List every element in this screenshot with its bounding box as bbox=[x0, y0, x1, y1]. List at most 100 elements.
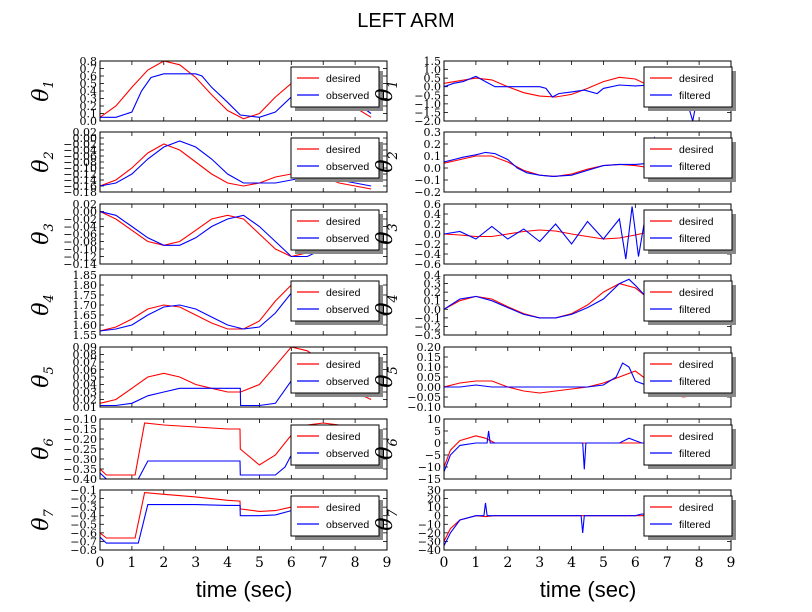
plot-frame bbox=[99, 274, 388, 336]
y-tick-label: 0.15 bbox=[417, 351, 442, 364]
y-tick-label: −15 bbox=[418, 473, 441, 486]
y-tick-label: −0.1 bbox=[70, 484, 97, 497]
y-axis-label: θ3 bbox=[373, 223, 401, 245]
x-tick-label: 0 bbox=[440, 555, 449, 571]
y-tick-label: −0.25 bbox=[63, 443, 97, 456]
y-axis-label: θ7 bbox=[29, 509, 57, 531]
legend-label-desired: desired bbox=[679, 216, 714, 228]
y-tick-label: 0 bbox=[434, 510, 441, 523]
y-tick-label: 0.05 bbox=[417, 371, 442, 384]
x-tick-label: 2 bbox=[503, 555, 512, 571]
y-tick-label: 1.0 bbox=[424, 64, 442, 77]
series-line-filtered bbox=[444, 430, 716, 472]
y-tick-label: 0.00 bbox=[417, 381, 442, 394]
y-tick-label: −1.0 bbox=[414, 98, 441, 111]
y-tick-label: 0.02 bbox=[73, 198, 98, 211]
y-tick-label: 0.02 bbox=[73, 394, 98, 407]
y-tick-label: 0.4 bbox=[424, 208, 442, 221]
y-tick-label: 1.75 bbox=[73, 289, 98, 302]
y-tick-label: −0.1 bbox=[414, 174, 441, 187]
y-tick-label: −0.10 bbox=[63, 243, 97, 256]
legend: desired filtered bbox=[643, 66, 736, 111]
legend-box bbox=[290, 495, 380, 537]
plot-frame bbox=[99, 489, 388, 551]
x-tick-label: 1 bbox=[127, 555, 136, 571]
legend: desired observed bbox=[290, 66, 383, 111]
y-tick-label: −0.4 bbox=[70, 510, 97, 523]
panel-5-position: 0.010.020.030.040.050.060.070.080.09 θ5 de… bbox=[29, 341, 388, 414]
y-tick-label: −0.6 bbox=[70, 527, 97, 540]
legend-label-observed: observed bbox=[326, 90, 369, 102]
y-tick-label: 0.0 bbox=[424, 162, 442, 175]
y-tick-label: −0.2 bbox=[414, 238, 441, 251]
legend-label-desired: desired bbox=[679, 287, 714, 299]
y-tick-label: 0.6 bbox=[424, 198, 442, 211]
y-tick-label: −10 bbox=[418, 518, 441, 531]
y-axis-label: θ2 bbox=[373, 151, 401, 173]
legend: desired filtered bbox=[643, 209, 736, 254]
legend-label-filtered: filtered bbox=[679, 90, 711, 102]
y-tick-label: 1.5 bbox=[424, 55, 442, 68]
y-tick-label: −0.40 bbox=[63, 473, 97, 486]
y-tick-label: −5 bbox=[425, 449, 441, 462]
y-tick-label: 1.70 bbox=[73, 299, 98, 312]
y-tick-label: 0.5 bbox=[424, 72, 442, 85]
legend-box bbox=[290, 137, 380, 179]
legend-box bbox=[643, 209, 733, 251]
y-tick-label: 0.07 bbox=[73, 356, 98, 369]
y-tick-label: 5 bbox=[434, 425, 441, 438]
x-tick-label: 3 bbox=[191, 555, 200, 571]
plot-frame bbox=[99, 60, 388, 122]
y-tick-label: 0.4 bbox=[424, 269, 442, 282]
y-tick-label: 0.2 bbox=[424, 286, 442, 299]
panel-6-position: −0.40−0.35−0.30−0.25−0.20−0.15−0.10 θ6 des… bbox=[29, 413, 388, 486]
y-tick-label: 0.0 bbox=[424, 81, 442, 94]
legend-box bbox=[290, 209, 380, 251]
x-tick-label: 0 bbox=[96, 555, 105, 571]
y-tick-label: 0.2 bbox=[424, 138, 442, 151]
x-tick-label: 8 bbox=[351, 555, 360, 571]
y-axis-label: θ4 bbox=[29, 294, 57, 316]
x-tick-label: 1 bbox=[471, 555, 480, 571]
y-tick-label: −0.06 bbox=[63, 228, 97, 241]
y-tick-label: 0 bbox=[434, 437, 441, 450]
y-tick-label: −40 bbox=[418, 544, 441, 557]
y-tick-label: 1.65 bbox=[73, 309, 98, 322]
y-tick-label: 0.3 bbox=[424, 126, 442, 139]
y-tick-label: −0.14 bbox=[63, 258, 97, 271]
y-axis-label: θ5 bbox=[373, 366, 401, 388]
y-tick-label: −0.30 bbox=[63, 453, 97, 466]
y-tick-label: 20 bbox=[427, 493, 441, 506]
legend-label-observed: observed bbox=[326, 304, 369, 316]
legend-label-filtered: filtered bbox=[679, 448, 711, 460]
y-tick-label: −20 bbox=[418, 527, 441, 540]
panel-2-velocity: −0.2−0.10.00.10.20.3 θ2 desired filtered bbox=[373, 126, 736, 199]
x-tick-label: 7 bbox=[319, 555, 328, 571]
y-tick-label: 1.60 bbox=[73, 319, 98, 332]
x-tick-label: 9 bbox=[383, 555, 392, 571]
y-tick-label: −0.2 bbox=[70, 493, 97, 506]
legend: desired observed bbox=[290, 137, 383, 182]
x-tick-label: 6 bbox=[287, 555, 296, 571]
legend: desired observed bbox=[290, 424, 383, 469]
y-tick-label: 0.0 bbox=[424, 303, 442, 316]
y-tick-label: −0.02 bbox=[63, 138, 97, 151]
panel-5-velocity: −0.10−0.050.000.050.100.150.20 θ5 desired f… bbox=[373, 341, 736, 414]
legend-label-filtered: filtered bbox=[679, 233, 711, 245]
y-tick-label: −0.16 bbox=[63, 180, 97, 193]
y-tick-label: 0.06 bbox=[73, 364, 98, 377]
x-tick-label: 3 bbox=[535, 555, 544, 571]
legend-label-desired: desired bbox=[679, 502, 714, 514]
plot-frame bbox=[99, 203, 388, 265]
x-tick-label: 4 bbox=[223, 555, 232, 571]
y-tick-label: 0.6 bbox=[80, 70, 98, 83]
y-axis-label: θ5 bbox=[29, 366, 57, 388]
legend-box bbox=[643, 352, 733, 394]
legend-label-filtered: filtered bbox=[679, 376, 711, 388]
y-tick-label: 0.00 bbox=[73, 206, 98, 219]
legend-label-desired: desired bbox=[326, 73, 361, 85]
series-line-desired bbox=[100, 422, 372, 476]
legend-label-desired: desired bbox=[679, 73, 714, 85]
legend-label-observed: observed bbox=[326, 376, 369, 388]
